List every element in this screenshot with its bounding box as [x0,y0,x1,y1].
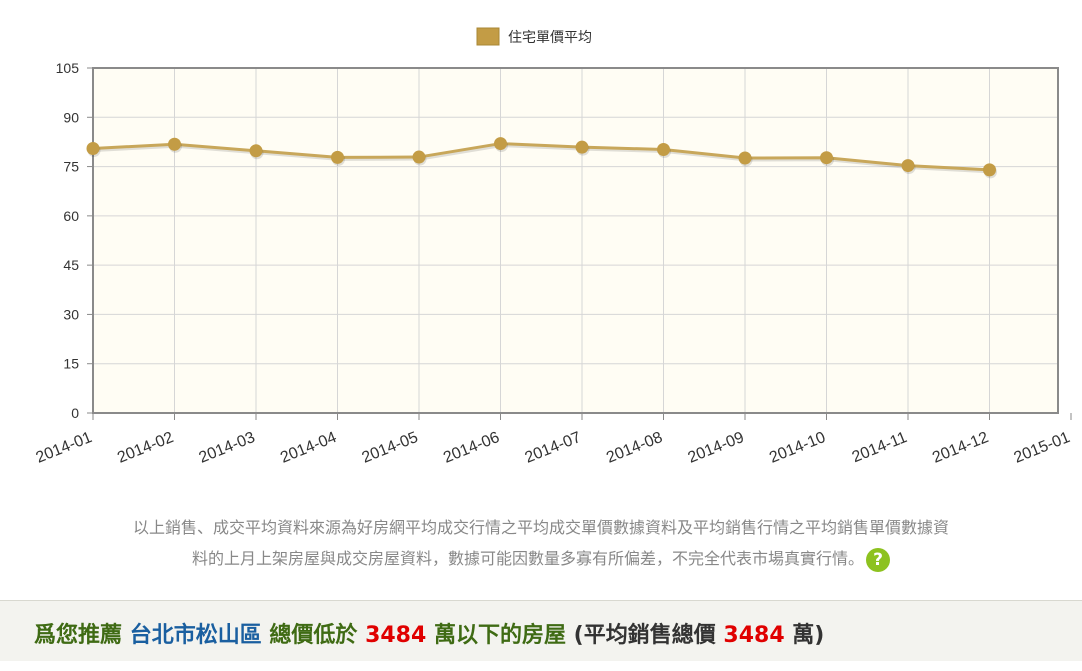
legend-swatch [476,27,500,46]
recommend-suffix: 萬以下的房屋 [433,623,566,648]
disclaimer-line-2: 料的上月上架房屋與成交房屋資料，數據可能因數量多寡有所偏差，不完全代表市場真實行… [191,549,864,568]
recommend-price: 3484 [365,623,427,648]
x-tick-label: 2014-06 [441,429,502,467]
recommend-average-price: 3484 [723,623,785,648]
plot-frame [92,67,1059,414]
x-tick-label: 2014-09 [686,429,747,467]
data-point [412,150,426,164]
y-tick-label: 15 [63,356,79,372]
x-tick-label: 2014-11 [850,429,910,466]
data-point [249,144,263,158]
y-tick-label: 105 [56,60,80,76]
x-tick-label: 2014-05 [360,429,421,467]
x-tick-label: 2014-07 [523,429,584,467]
recommend-location-link[interactable]: 台北市松山區 [129,623,262,648]
chart-svg: 0 15 30 45 60 75 90 105 2014-01 2014-02 2014-03 201… [34,27,1073,467]
x-tick-label: 2014-08 [604,429,665,467]
y-tick-label: 90 [63,109,79,125]
price-trend-chart: 0 15 30 45 60 75 90 105 2014-01 2014-02 2014-03 201… [34,27,1073,467]
data-point [494,137,507,151]
recommend-average-open: (平均銷售總價 [573,623,716,648]
series-line [92,142,990,172]
data-point [657,142,670,156]
disclaimer-line-1: 以上銷售、成交平均資料來源為好房網平均成交行情之平均成交單價數據資料及平均銷售行… [132,518,949,537]
series-line-shadow [94,144,992,174]
recommend-prefix: 爲您推薦 [34,623,123,648]
x-tick-label: 2014-02 [115,429,176,467]
y-tick-label: 30 [63,306,79,322]
data-point [983,163,996,177]
x-tick-label: 2015-01 [1012,429,1073,467]
x-tick-label: 2014-01 [34,429,95,467]
x-tick-label: 2014-10 [767,429,828,467]
data-point [901,159,915,173]
x-tick-label: 2014-12 [930,429,991,467]
recommendation-bar: 爲您推薦 台北市松山區 總價低於 3484 萬以下的房屋 (平均銷售總價 348… [0,600,1082,661]
plot-area [93,68,1058,413]
data-point [168,137,181,151]
x-tick-label: 2014-04 [278,429,339,467]
x-tick-label: 2014-03 [197,429,258,467]
data-point [331,150,344,164]
legend-label: 住宅單價平均 [508,29,592,46]
recommend-total-label: 總價低於 [269,623,358,648]
data-point [86,142,100,155]
question-icon[interactable]: ? [866,547,890,572]
y-tick-label: 60 [63,208,79,224]
data-source-disclaimer: 以上銷售、成交平均資料來源為好房網平均成交行情之平均成交單價數據資料及平均銷售行… [10,512,1072,574]
y-tick-label: 75 [63,159,79,175]
data-point [738,151,752,165]
data-point [575,140,589,154]
y-tick-label: 0 [71,405,79,421]
y-tick-label: 45 [63,257,79,273]
recommend-average-close: 萬) [792,623,825,648]
data-point [820,151,833,165]
